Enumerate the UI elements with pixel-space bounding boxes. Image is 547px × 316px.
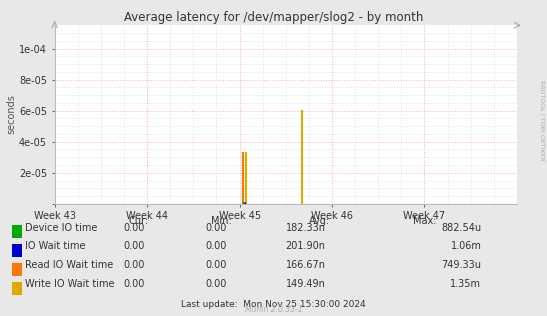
Text: 201.90n: 201.90n bbox=[286, 241, 325, 252]
Text: 0.00: 0.00 bbox=[206, 279, 227, 289]
Text: 1.35m: 1.35m bbox=[450, 279, 481, 289]
Text: RRDTOOL / TOBI OETIKER: RRDTOOL / TOBI OETIKER bbox=[539, 80, 544, 161]
Text: Average latency for /dev/mapper/slog2 - by month: Average latency for /dev/mapper/slog2 - … bbox=[124, 11, 423, 24]
Text: 0.00: 0.00 bbox=[124, 279, 145, 289]
Text: Avg:: Avg: bbox=[309, 216, 330, 227]
Text: 749.33u: 749.33u bbox=[441, 260, 481, 270]
Text: 1.06m: 1.06m bbox=[451, 241, 481, 252]
Text: Last update:  Mon Nov 25 15:30:00 2024: Last update: Mon Nov 25 15:30:00 2024 bbox=[181, 300, 366, 309]
Y-axis label: seconds: seconds bbox=[6, 94, 16, 135]
Text: 149.49n: 149.49n bbox=[286, 279, 325, 289]
Text: 182.33n: 182.33n bbox=[286, 222, 325, 233]
Text: 0.00: 0.00 bbox=[124, 260, 145, 270]
Text: Device IO time: Device IO time bbox=[25, 222, 97, 233]
Text: 0.00: 0.00 bbox=[206, 241, 227, 252]
Text: 882.54u: 882.54u bbox=[441, 222, 481, 233]
Text: 0.00: 0.00 bbox=[124, 222, 145, 233]
Text: Min:: Min: bbox=[211, 216, 231, 227]
Text: 166.67n: 166.67n bbox=[286, 260, 325, 270]
Text: 0.00: 0.00 bbox=[124, 241, 145, 252]
Text: Cur:: Cur: bbox=[129, 216, 149, 227]
Text: Write IO Wait time: Write IO Wait time bbox=[25, 279, 114, 289]
Text: Munin 2.0.33-1: Munin 2.0.33-1 bbox=[245, 306, 302, 314]
Text: Max:: Max: bbox=[413, 216, 437, 227]
Text: 0.00: 0.00 bbox=[206, 260, 227, 270]
Text: 0.00: 0.00 bbox=[206, 222, 227, 233]
Text: Read IO Wait time: Read IO Wait time bbox=[25, 260, 113, 270]
Text: IO Wait time: IO Wait time bbox=[25, 241, 85, 252]
